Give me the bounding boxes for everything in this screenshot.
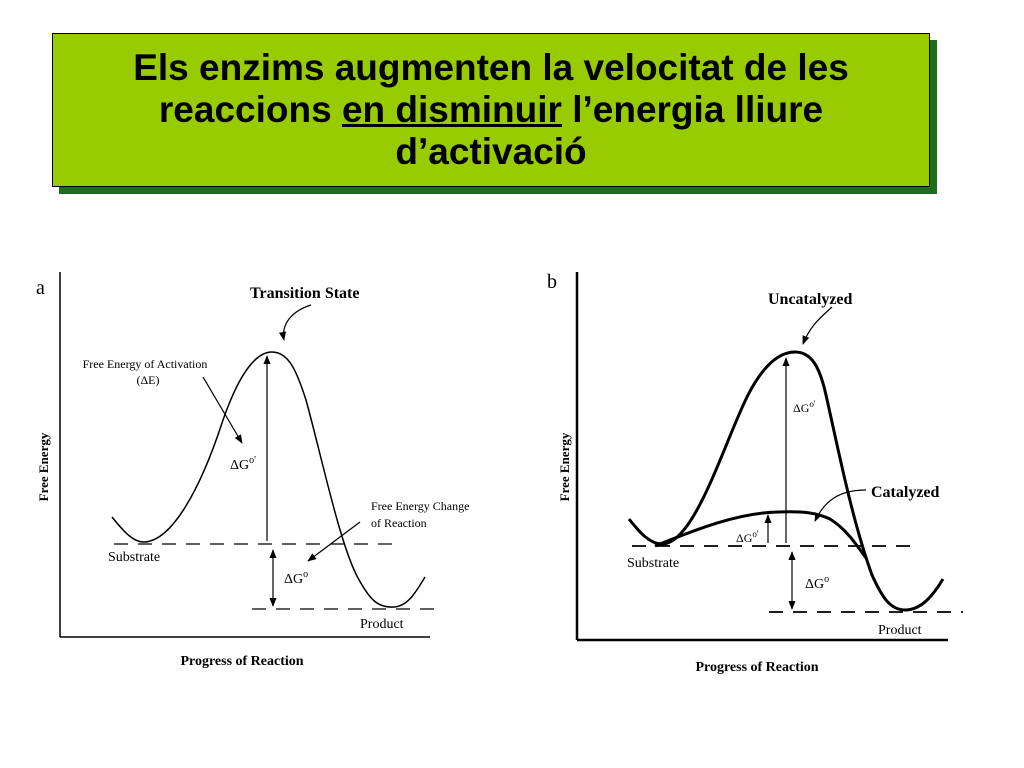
- panel-b-x-label: Progress of Reaction: [695, 660, 818, 675]
- title-line-2-post: l’energia lliure: [561, 89, 824, 130]
- panel-b-dg-uncatalyzed: ΔGo': [793, 399, 816, 415]
- panel-a-change-label-1: Free Energy Change: [371, 499, 469, 513]
- panel-b-substrate-label: Substrate: [627, 556, 679, 571]
- panel-a-change-pointer: [307, 521, 361, 562]
- panel-b-y-label: Free Energy: [557, 432, 572, 501]
- panel-a-energy-curve: [111, 351, 426, 608]
- panel-a-dg-activation: ΔGo': [230, 455, 256, 473]
- panel-a-x-label: Progress of Reaction: [180, 654, 303, 669]
- panel-a: a Free Energy Progress of Reaction Trans…: [36, 272, 469, 669]
- panel-b-dg-change: ΔGo: [805, 574, 829, 592]
- title-line-1: Els enzims augmenten la velocitat de les: [133, 47, 849, 88]
- panel-a-transition-state-pointer: [278, 304, 312, 341]
- panel-a-substrate-label: Substrate: [108, 550, 160, 565]
- title-banner: Els enzims augmenten la velocitat de les…: [52, 33, 930, 187]
- panel-b-letter: b: [547, 271, 557, 293]
- title-line-2-pre: reaccions: [158, 89, 342, 130]
- panel-b-catalyzed-curve: [654, 510, 868, 559]
- panel-a-letter: a: [36, 277, 45, 299]
- panel-b-uncatalyzed-pointer: [802, 306, 833, 345]
- panel-a-product-label: Product: [360, 617, 404, 632]
- panel-a-activation-label-1: Free Energy of Activation: [83, 357, 208, 371]
- title-line-2-emphasis: en disminuir: [341, 89, 562, 130]
- panel-a-activation-label-2: (ΔE): [136, 373, 159, 387]
- page-title: Els enzims augmenten la velocitat de les…: [113, 47, 869, 173]
- panel-b-dg-catalyzed: ΔGo': [736, 529, 759, 545]
- panel-a-activation-pointer: [202, 376, 243, 444]
- panel-a-transition-state-label: Transition State: [250, 285, 359, 302]
- panel-b: b Free Energy Progress of Reaction Uncat…: [547, 271, 963, 675]
- panel-b-uncatalyzed-label: Uncatalyzed: [768, 291, 853, 308]
- panel-b-uncatalyzed-curve: [627, 350, 945, 612]
- title-line-3: d’activació: [395, 131, 587, 172]
- panel-a-y-label: Free Energy: [36, 432, 51, 501]
- panel-b-product-label: Product: [878, 623, 922, 638]
- panel-b-catalyzed-label: Catalyzed: [871, 484, 940, 501]
- panel-b-catalyzed-pointer: [814, 489, 867, 522]
- panel-a-dg-change: ΔGo: [284, 569, 308, 587]
- panel-a-change-label-2: of Reaction: [371, 516, 427, 530]
